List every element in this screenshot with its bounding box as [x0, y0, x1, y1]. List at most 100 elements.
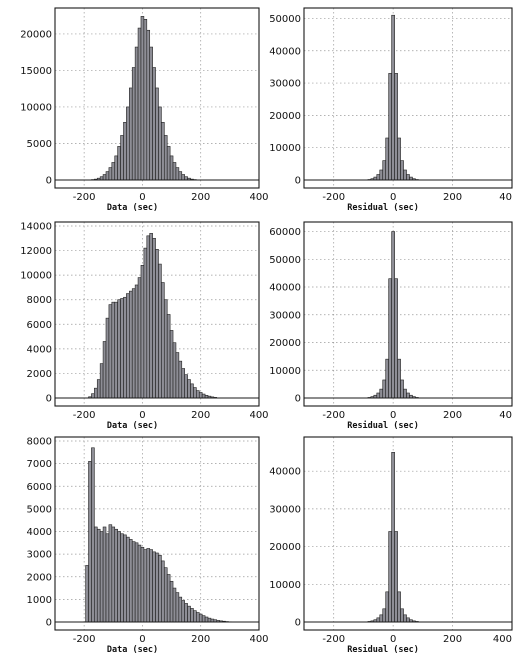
histogram-bar	[175, 592, 180, 623]
histogram-bar	[117, 531, 121, 623]
histogram-bar	[204, 616, 209, 623]
histogram-bar	[105, 317, 110, 399]
y-tick-label: 1000	[27, 595, 52, 606]
y-tick-label: 0	[295, 618, 301, 629]
histogram-bar	[406, 617, 410, 623]
histogram-panel-1: 0 5000 10000 15000 20000 -200 0 200 400 Data (sec…	[20, 7, 269, 213]
y-tick-label: 0	[295, 394, 301, 405]
histogram-bar	[184, 374, 188, 399]
histogram-bar	[126, 293, 130, 399]
histogram-bar	[105, 171, 110, 181]
histogram-bar	[155, 552, 159, 623]
histogram-bar	[120, 533, 124, 623]
histogram-bar	[131, 67, 136, 181]
histogram-bar	[161, 282, 165, 399]
histogram-bar	[175, 352, 180, 399]
y-tick-label: 50000	[269, 255, 301, 266]
y-tick-label: 40000	[269, 283, 301, 294]
y-tick-label: 60000	[269, 227, 301, 238]
y-tick-label: 0	[295, 176, 301, 187]
histogram-bar	[184, 176, 188, 181]
histogram-bar	[166, 314, 171, 399]
histogram-bar	[376, 392, 381, 399]
histogram-bar	[391, 231, 395, 399]
histogram-bar	[137, 27, 142, 181]
y-tick-label: 40000	[269, 467, 301, 478]
x-tick-label: 200	[191, 410, 210, 421]
histogram-bar	[96, 379, 101, 399]
x-tick-label: 0	[390, 634, 396, 645]
histogram-bar	[391, 14, 395, 181]
histogram-bar	[193, 387, 197, 399]
y-tick-label: 14000	[20, 222, 52, 233]
histogram-bar	[143, 247, 148, 399]
histogram-bar	[178, 360, 183, 399]
histogram-bar	[137, 544, 142, 623]
histogram-bar	[111, 301, 116, 399]
x-axis-label: Data (sec)	[107, 645, 158, 655]
histogram-bar	[149, 549, 153, 623]
histogram-bar	[120, 135, 124, 181]
plot-frame	[54, 221, 260, 407]
histogram-bar	[175, 167, 180, 181]
histogram-bar	[201, 393, 206, 399]
histogram-bar	[394, 73, 398, 181]
x-tick-label: -200	[322, 410, 345, 421]
histogram-bar	[134, 542, 139, 623]
x-tick-label: -200	[73, 410, 96, 421]
x-tick-label: 40	[499, 192, 512, 203]
histogram-bar	[126, 536, 130, 623]
histogram-bar	[158, 263, 162, 399]
histogram-bar	[163, 567, 168, 623]
histogram-bar	[172, 342, 177, 399]
histogram-panel-2: 0 10000 20000 30000 40000 50000 -200 0 200 40 Resi…	[269, 7, 513, 213]
y-tick-label: 50000	[269, 14, 301, 25]
plot-frame	[54, 7, 260, 189]
x-tick-label: 200	[443, 410, 462, 421]
histogram-bar	[105, 533, 110, 623]
histogram-bar	[187, 605, 191, 623]
y-tick-label: 10000	[269, 143, 301, 154]
histogram-bar	[120, 298, 124, 399]
histogram-bar	[379, 169, 384, 181]
histogram-bar	[161, 121, 165, 181]
x-axis-label: Residual (sec)	[347, 644, 419, 655]
x-tick-label: 200	[443, 192, 462, 203]
x-tick-label: -200	[322, 634, 345, 645]
histogram-bar	[108, 304, 113, 399]
histogram-bar	[99, 363, 104, 399]
histogram-bar	[99, 176, 104, 181]
y-tick-label: 20000	[269, 111, 301, 122]
x-axis-label: Data (sec)	[107, 421, 158, 431]
histogram-bar	[178, 171, 183, 181]
histogram-bar	[169, 155, 174, 181]
histogram-bar	[102, 341, 107, 399]
histogram-bar	[388, 73, 392, 181]
histogram-bar	[155, 249, 159, 399]
histogram-bar	[394, 278, 398, 399]
y-tick-label: 30000	[269, 504, 301, 515]
histogram-bar	[385, 137, 389, 181]
histogram-bar	[96, 528, 101, 623]
y-tick-label: 10000	[20, 102, 52, 113]
y-tick-label: 2000	[27, 369, 52, 380]
y-tick-label: 15000	[20, 66, 52, 77]
y-tick-label: 6000	[27, 320, 52, 331]
histogram-bar	[140, 16, 145, 181]
histogram-bar	[198, 392, 203, 399]
histogram-bar	[149, 233, 153, 399]
histogram-bar	[94, 526, 98, 623]
histogram-bar	[161, 560, 165, 623]
histogram-bar	[178, 596, 183, 623]
histogram-bar	[403, 614, 407, 623]
histogram-bar	[114, 528, 118, 623]
x-tick-label: 200	[443, 634, 462, 645]
histogram-bar	[134, 46, 139, 181]
histogram-bar	[131, 541, 136, 623]
y-tick-label: 20000	[269, 542, 301, 553]
histogram-bar	[187, 379, 191, 399]
histogram-bar	[190, 608, 194, 623]
histogram-bar	[382, 160, 387, 181]
histogram-bar	[134, 284, 139, 399]
